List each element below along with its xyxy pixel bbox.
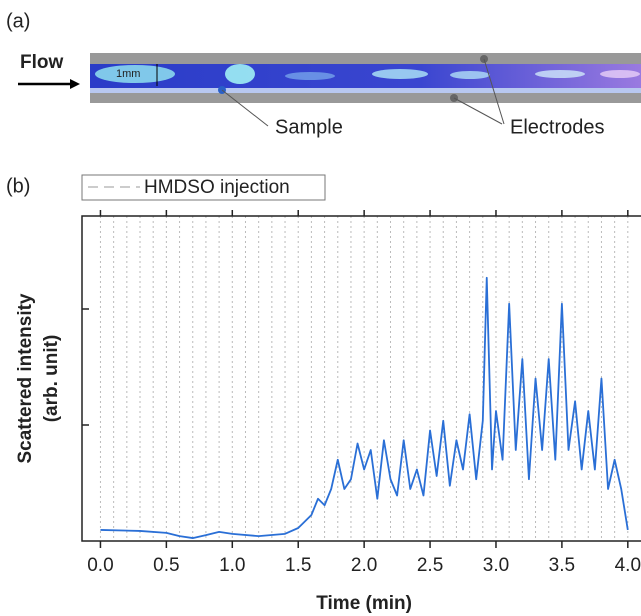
panel-label: (b) <box>6 175 30 197</box>
leader <box>221 89 269 127</box>
plot-frame <box>81 215 641 542</box>
x-tick-label: 1.5 <box>285 555 311 576</box>
y-axis-title: Scattered intensity <box>15 293 36 463</box>
x-tick-label: 3.0 <box>483 555 509 576</box>
channel-edge <box>90 88 641 93</box>
x-axis-title: Time (min) <box>316 593 412 614</box>
x-tick-label: 0.5 <box>153 555 179 576</box>
droplet <box>285 72 335 80</box>
electrodes-label: Electrodes <box>510 116 605 138</box>
droplet <box>450 71 490 79</box>
x-tick-label: 3.5 <box>549 555 575 576</box>
electrode-top <box>90 53 641 64</box>
legend-label: HMDSO injection <box>144 177 290 198</box>
scale-label: 1mm <box>116 68 140 80</box>
leader <box>453 97 503 125</box>
flow-label: Flow <box>20 52 63 73</box>
droplet <box>95 65 175 83</box>
x-tick-label: 1.0 <box>219 555 245 576</box>
droplet <box>225 64 255 84</box>
x-tick-label: 2.0 <box>351 555 377 576</box>
y-axis-title: (arb. unit) <box>41 335 62 423</box>
data-line <box>100 276 629 539</box>
x-tick-label: 0.0 <box>87 555 113 576</box>
electrode-bottom <box>90 93 641 103</box>
droplet <box>535 70 585 78</box>
x-tick-label: 2.5 <box>417 555 443 576</box>
leader <box>483 58 505 125</box>
droplet <box>372 69 428 79</box>
flow-arrowhead <box>70 79 80 89</box>
sample-label: Sample <box>275 116 343 138</box>
channel <box>90 53 641 103</box>
panel-label: (a) <box>6 10 30 32</box>
legend-box <box>81 174 326 201</box>
droplet <box>600 70 640 78</box>
x-tick-label: 4.0 <box>615 555 641 576</box>
